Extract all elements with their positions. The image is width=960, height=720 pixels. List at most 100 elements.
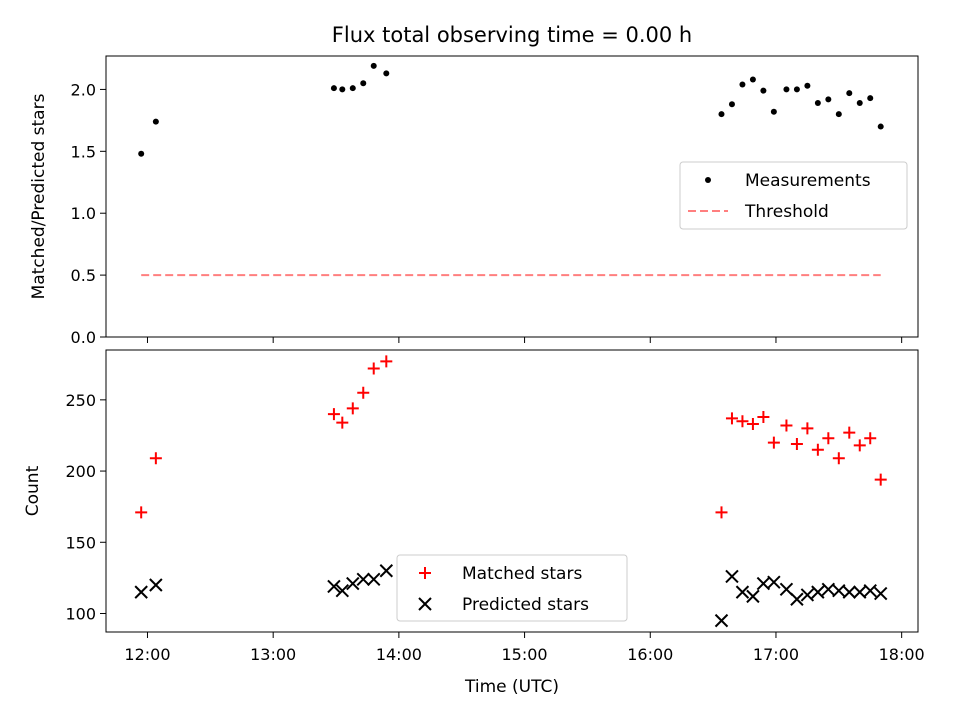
legend-label: Measurements — [745, 171, 871, 191]
data-point — [867, 95, 874, 102]
data-point — [800, 588, 815, 602]
series-predicted-stars — [134, 564, 888, 628]
data-point — [349, 85, 356, 92]
data-point — [134, 585, 148, 599]
data-point — [330, 85, 337, 92]
data-point — [842, 585, 856, 599]
legend-box — [396, 554, 628, 622]
data-point — [814, 100, 821, 107]
y-axis-label: Matched/Predicted stars — [29, 93, 49, 299]
y-tick-label: 0.5 — [71, 266, 96, 285]
data-point — [346, 402, 359, 415]
series-matched-stars — [135, 355, 887, 519]
data-point — [367, 572, 381, 587]
y-tick-label: 200 — [65, 462, 96, 481]
data-point — [735, 585, 750, 599]
y-tick-label: 100 — [65, 604, 96, 623]
data-point — [725, 569, 739, 584]
data-point — [714, 613, 729, 628]
data-point — [767, 575, 781, 589]
data-point — [367, 362, 380, 375]
data-point — [825, 96, 832, 103]
data-point — [779, 582, 794, 596]
data-point — [822, 432, 835, 445]
data-point — [874, 473, 887, 486]
data-point — [811, 585, 825, 599]
data-point — [804, 82, 811, 89]
data-point — [336, 416, 349, 429]
data-point — [864, 432, 877, 445]
legend: Matched stars Predicted stars — [396, 554, 628, 622]
data-point — [746, 589, 760, 604]
data-point — [379, 564, 394, 578]
data-point — [801, 422, 814, 435]
data-point — [877, 123, 884, 130]
legend: Measurements Threshold — [679, 161, 908, 230]
data-point — [138, 150, 145, 157]
x-tick-label: 18:00 — [879, 645, 925, 664]
legend-label: Matched stars — [462, 564, 582, 584]
data-point — [357, 386, 370, 399]
data-point — [380, 355, 393, 368]
y-tick-label: 150 — [65, 533, 96, 552]
data-point — [853, 439, 866, 452]
data-point — [843, 426, 856, 439]
data-point — [360, 80, 367, 87]
data-point — [793, 86, 800, 93]
series-measurements — [138, 62, 884, 157]
legend-label: Threshold — [744, 202, 829, 222]
data-point — [832, 452, 845, 465]
y-axis-label: Count — [23, 465, 43, 516]
bottom-panel: 100 150 200 250 12:00 13:00 14:00 15:00 16:00 17:… — [23, 349, 925, 697]
x-tick-label: 12:00 — [124, 645, 170, 664]
x-tick-label: 16:00 — [627, 645, 673, 664]
data-point — [783, 86, 790, 93]
legend-swatch — [418, 597, 432, 611]
x-tick-label: 17:00 — [753, 645, 799, 664]
data-point — [856, 100, 863, 107]
data-point — [715, 506, 728, 519]
y-tick-label: 1.0 — [71, 204, 96, 223]
data-point — [780, 419, 793, 432]
data-point — [356, 572, 370, 587]
data-point — [152, 118, 159, 125]
data-point — [327, 579, 341, 594]
data-point — [874, 586, 888, 601]
data-point — [863, 583, 877, 598]
legend-swatch — [705, 177, 711, 183]
x-axis-label: Time (UTC) — [464, 677, 559, 697]
data-point — [339, 86, 346, 93]
axes-frame — [105, 55, 919, 338]
data-point — [383, 70, 390, 77]
x-tick-label: 13:00 — [250, 645, 296, 664]
data-point — [739, 81, 746, 88]
legend-box — [679, 161, 908, 230]
data-point — [327, 408, 340, 421]
data-point — [767, 436, 780, 449]
y-tick-label: 1.5 — [71, 142, 96, 161]
data-point — [728, 101, 735, 108]
data-point — [149, 452, 162, 465]
data-point — [757, 410, 770, 423]
data-point — [770, 108, 777, 115]
data-point — [846, 90, 853, 97]
data-point — [790, 438, 803, 450]
data-point — [346, 576, 360, 591]
axes-frame — [105, 349, 919, 633]
data-point — [811, 443, 824, 456]
chart-title: Flux total observing time = 0.00 h — [332, 23, 692, 47]
x-tick-label: 14:00 — [376, 645, 422, 664]
y-tick-label: 0.0 — [71, 328, 96, 347]
data-point — [725, 412, 738, 425]
data-point — [746, 418, 759, 431]
data-point — [760, 87, 767, 94]
data-point — [718, 111, 725, 118]
data-point — [335, 583, 350, 598]
legend-label: Predicted stars — [462, 595, 589, 615]
data-point — [149, 578, 163, 592]
data-point — [370, 62, 377, 69]
top-panel: 0.0 0.5 1.0 1.5 2.0 Matched/Predicted stars Me… — [29, 55, 919, 347]
legend-swatch — [419, 567, 431, 579]
data-point — [790, 592, 804, 606]
data-point — [749, 76, 756, 83]
